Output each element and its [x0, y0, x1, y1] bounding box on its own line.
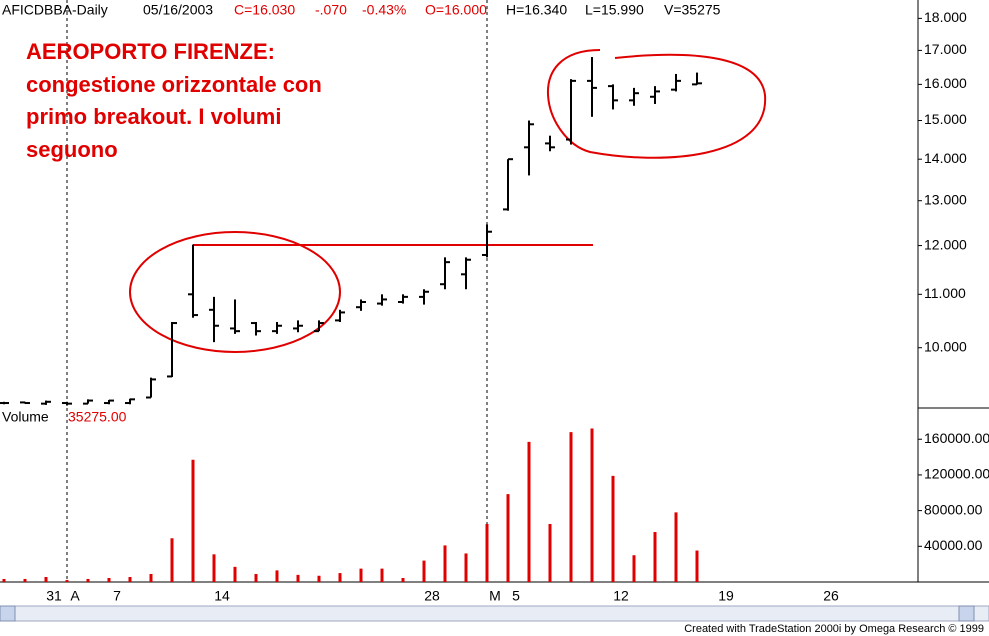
volume-title: Volume [2, 409, 49, 425]
date: 05/16/2003 [143, 2, 213, 18]
y-tick-label: 11.000 [924, 285, 966, 301]
x-tick-label: 5 [512, 588, 520, 604]
volume-value: 35275.00 [68, 409, 127, 425]
x-tick-label: 7 [113, 588, 121, 604]
x-tick-label: 14 [214, 588, 230, 604]
x-tick-label: 28 [424, 588, 440, 604]
y-tick-label: 160000.00 [924, 430, 989, 446]
x-tick-label: 31 [46, 588, 62, 604]
scroll-track [0, 605, 989, 622]
x-tick-label: 19 [718, 588, 734, 604]
y-tick-label: 15.000 [924, 111, 967, 127]
annotation-circle [546, 49, 767, 159]
y-tick-label: 16.000 [924, 75, 967, 91]
x-tick-label: A [70, 588, 80, 604]
scroll-left[interactable] [0, 605, 16, 622]
x-tick-label: M [489, 588, 501, 604]
y-tick-label: 14.000 [924, 150, 967, 166]
open-info: O=16.000 [425, 2, 487, 18]
annotation: primo breakout. I volumi [26, 104, 281, 129]
change: -.070 [315, 2, 347, 18]
annotation: congestione orizzontale con [26, 72, 322, 97]
y-tick-label: 10.000 [924, 338, 967, 354]
y-tick-label: 17.000 [924, 41, 967, 57]
symbol: AFICDBBA-Daily [2, 2, 108, 18]
y-tick-label: 80000.00 [924, 501, 983, 517]
footer: Created with TradeStation 2000i by Omega… [684, 623, 984, 635]
x-tick-label: 12 [613, 588, 629, 604]
x-tick-label: 26 [823, 588, 839, 604]
high-info: H=16.340 [506, 2, 567, 18]
change-pct: -0.43% [362, 2, 406, 18]
annotation: AEROPORTO FIRENZE: [26, 39, 275, 64]
scroll-right[interactable] [958, 605, 975, 622]
scrollbar [0, 605, 989, 622]
low-info: L=15.990 [585, 2, 644, 18]
volume-info: V=35275 [664, 2, 721, 18]
y-tick-label: 120000.00 [924, 466, 989, 482]
y-tick-label: 13.000 [924, 191, 967, 207]
close-info: C=16.030 [234, 2, 295, 18]
y-tick-label: 18.000 [924, 9, 967, 25]
annotation: seguono [26, 137, 118, 162]
header: AFICDBBA-Daily 05/16/2003 C=16.030 -.070… [2, 2, 721, 18]
annotation-circle [129, 231, 341, 353]
y-tick-label: 12.000 [924, 236, 967, 252]
y-tick-label: 40000.00 [924, 537, 983, 553]
